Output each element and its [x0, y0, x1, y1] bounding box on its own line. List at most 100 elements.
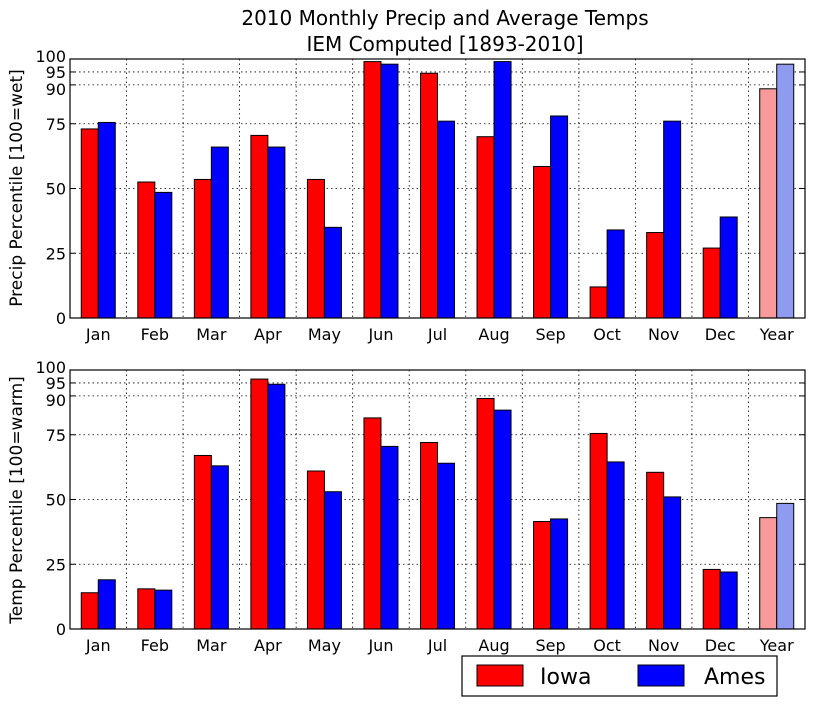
precip-panel: Jan Feb Mar Apr May Jun Jul Aug Sep Oct Nov Dec Year… [35, 47, 806, 344]
y-tick-label: 0 [56, 620, 66, 639]
bar-ames-jun [380, 63, 399, 319]
x-tick-label: Mar [196, 636, 227, 655]
precip-y-axis-label: Precip Percentile [100=wet] [7, 69, 27, 307]
bar-iowa-dec [702, 247, 721, 319]
bar-iowa-mar [193, 454, 212, 630]
x-tick-label: Oct [593, 325, 621, 344]
x-tick-label: Sep [535, 636, 565, 655]
bar-iowa-jun [363, 417, 382, 630]
legend-swatch-ames [637, 664, 685, 687]
x-tick-label: Sep [535, 325, 565, 344]
bar-ames-dec [719, 571, 738, 630]
bar-ames-jul [437, 120, 455, 319]
bar-iowa-mar [193, 178, 212, 319]
x-tick-label: Jun [367, 636, 393, 655]
y-tick-label: 90 [46, 391, 66, 410]
bar-ames-aug [493, 409, 512, 630]
bar-iowa-sep [533, 521, 552, 630]
chart-title-line-2: IEM Computed [1893-2010] [306, 32, 583, 56]
x-tick-label: Nov [648, 325, 679, 344]
x-tick-label: Oct [593, 636, 621, 655]
x-tick-label: Feb [141, 636, 169, 655]
bar-iowa-feb [137, 588, 156, 630]
bar-ames-dec [719, 216, 738, 319]
legend-label-ames: Ames [704, 665, 765, 690]
bar-iowa-jan [80, 592, 99, 630]
x-tick-label: Jan [85, 325, 111, 344]
x-tick-label: Jul [427, 636, 447, 655]
bar-ames-may [323, 226, 342, 319]
bar-iowa-may [306, 470, 325, 630]
bar-iowa-oct [589, 286, 608, 319]
legend-swatch-iowa [476, 664, 524, 687]
bar-iowa-oct [589, 432, 608, 630]
x-tick-label: Nov [648, 636, 679, 655]
x-tick-label: Dec [705, 325, 736, 344]
bar-iowa-jan [80, 128, 99, 319]
bar-ames-mar [210, 146, 229, 319]
bar-ames-aug [493, 61, 512, 319]
bar-ames-nov [663, 496, 682, 630]
x-tick-label: Jun [367, 325, 393, 344]
y-tick-label: 75 [46, 115, 66, 134]
x-tick-label: Aug [478, 325, 509, 344]
bar-iowa-jun [363, 61, 382, 319]
bar-iowa-may [306, 178, 325, 319]
bar-ames-jan [97, 579, 116, 630]
bar-iowa-dec [702, 568, 721, 630]
bar-ames-apr [267, 146, 286, 319]
y-tick-label: 95 [46, 63, 66, 82]
bar-iowa-aug [476, 136, 495, 319]
bar-ames-apr [267, 383, 286, 630]
x-tick-label: Apr [254, 636, 282, 655]
x-tick-label: Feb [141, 325, 169, 344]
bar-ames-nov [663, 120, 682, 319]
x-tick-label: Jul [427, 325, 447, 344]
bar-iowa-jul [420, 72, 438, 319]
bar-ames-sep [550, 115, 569, 319]
bar-ames-may [323, 491, 342, 630]
bar-ames-sep [550, 518, 569, 630]
bar-iowa-aug [476, 397, 495, 630]
x-tick-label: Aug [478, 636, 509, 655]
bar-iowa-apr [250, 378, 269, 630]
legend: Iowa Ames [461, 655, 778, 697]
x-tick-label: May [308, 325, 341, 344]
y-tick-label: 95 [46, 374, 66, 393]
y-tick-label: 75 [46, 426, 66, 445]
x-tick-label: Year [759, 636, 794, 655]
axes-frame [69, 58, 806, 319]
bar-iowa-nov [646, 471, 665, 630]
chart-title-line-1: 2010 Monthly Precip and Average Temps [241, 6, 648, 30]
x-tick-label: May [308, 636, 341, 655]
bar-iowa-year [759, 88, 778, 319]
bar-iowa-jul [420, 442, 438, 630]
y-tick-label: 100 [35, 358, 66, 377]
bar-ames-jun [380, 445, 399, 630]
x-tick-label: Apr [254, 325, 282, 344]
bar-ames-feb [154, 589, 173, 630]
x-tick-label: Mar [196, 325, 227, 344]
bar-ames-year [776, 63, 795, 319]
y-tick-label: 90 [46, 80, 66, 99]
y-tick-label: 100 [35, 47, 66, 66]
bar-ames-year [776, 502, 795, 630]
bar-iowa-feb [137, 181, 156, 319]
x-tick-label: Year [759, 325, 794, 344]
bar-iowa-apr [250, 134, 269, 319]
bar-ames-mar [210, 465, 229, 630]
x-tick-label: Jan [85, 636, 111, 655]
y-tick-label: 50 [46, 180, 66, 199]
temp-y-axis-label: Temp Percentile [100=warm] [7, 376, 27, 625]
x-tick-label: Dec [705, 636, 736, 655]
temp-panel: Jan Feb Mar Apr May Jun Jul Aug Sep Oct Nov Dec Year… [35, 358, 806, 655]
bar-iowa-year [759, 517, 778, 630]
bar-iowa-sep [533, 165, 552, 319]
y-tick-label: 50 [46, 491, 66, 510]
y-tick-label: 25 [46, 555, 66, 574]
bar-ames-oct [606, 229, 625, 319]
bar-ames-jan [97, 121, 116, 319]
y-tick-label: 0 [56, 309, 66, 328]
